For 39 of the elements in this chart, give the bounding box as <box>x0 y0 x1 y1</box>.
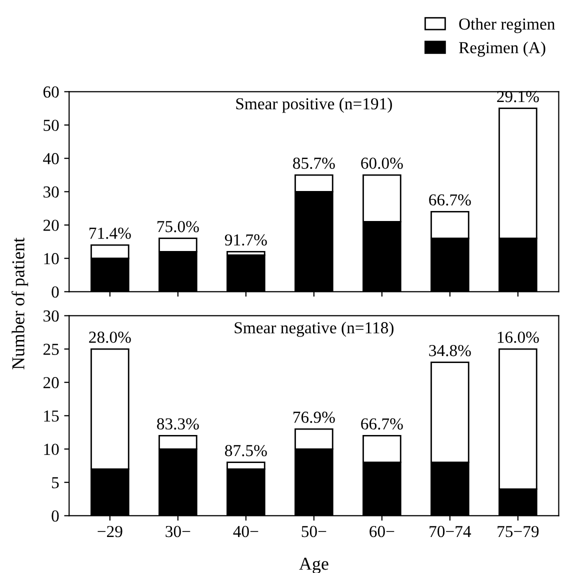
chart-title: Smear positive (n=191) <box>236 98 392 113</box>
chart-title: Smear negative (n=118) <box>234 322 394 337</box>
annotation: 34.8% <box>429 344 471 356</box>
annotation: 87.5% <box>225 444 267 456</box>
annotation: 76.9% <box>293 412 335 423</box>
x-tick-label: 75−79 <box>498 526 539 538</box>
y-tick-label: 0 <box>52 510 59 522</box>
annotation: 66.7% <box>361 418 403 430</box>
y-tick-label: 25 <box>43 344 59 355</box>
annotation: 28.0% <box>89 332 131 343</box>
y-tick-label: 10 <box>44 253 59 264</box>
y-tick-label: 20 <box>43 377 59 388</box>
y-tick-label: 0 <box>52 286 59 298</box>
legend-label: Regimen (A) <box>459 42 546 57</box>
y-tick-label: 30 <box>44 186 59 198</box>
x-tick-label: −29 <box>98 526 122 538</box>
x-tick-label: 60− <box>370 526 394 538</box>
annotation: 60.0% <box>361 158 403 169</box>
y-tick-label: 40 <box>43 153 59 164</box>
x-tick-label: 40− <box>233 526 258 538</box>
y-axis-title: Number of patient <box>12 238 28 370</box>
annotation: 75.0% <box>157 220 199 232</box>
x-tick-label: 50− <box>302 526 326 538</box>
y-tick-label: 60 <box>43 86 59 98</box>
y-tick-label: 15 <box>44 410 59 422</box>
annotation: 83.3% <box>157 418 199 430</box>
annotation: 85.7% <box>293 158 335 169</box>
x-tick-label: 70−74 <box>430 526 472 538</box>
y-tick-label: 30 <box>44 310 59 322</box>
annotation: 91.7% <box>224 234 267 246</box>
y-tick-label: 10 <box>44 444 59 455</box>
y-tick-label: 20 <box>43 220 59 231</box>
annotation: 71.4% <box>89 228 131 239</box>
y-tick-label: 5 <box>52 477 59 488</box>
legend-label: Other regimen <box>459 18 555 34</box>
annotation: 16.0% <box>498 332 539 343</box>
annotation: 66.7% <box>429 194 471 206</box>
x-tick-label: 30− <box>166 526 190 538</box>
y-tick-label: 50 <box>44 120 59 131</box>
